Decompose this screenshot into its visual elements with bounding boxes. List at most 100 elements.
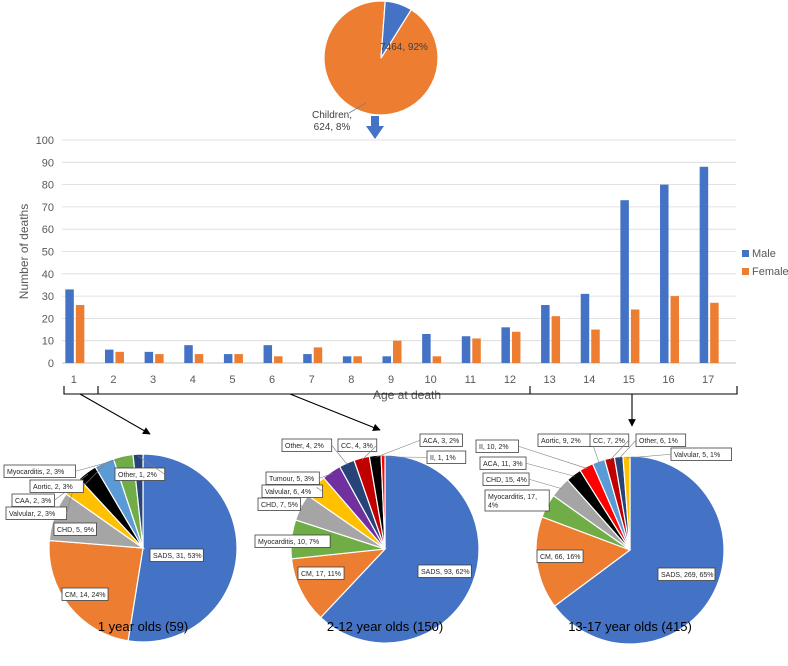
x-tick-label: 16: [662, 374, 674, 386]
y-axis-title: Number of deaths: [17, 204, 31, 299]
13-17-year-olds-slice-valvular: [622, 455, 631, 551]
13-17-year-olds-leader-ii: [518, 445, 588, 469]
1-year-olds-label-cm-text: CM, 14, 24%: [65, 592, 105, 599]
bracket-age-2-12: [98, 386, 531, 395]
bar-male-age-8: [342, 356, 352, 363]
1-year-olds-label-chd-text: CHD, 5, 9%: [57, 527, 94, 534]
2-12-year-olds-label-sads-box: [417, 564, 472, 578]
overall-label-children: Children, 624, 8%: [312, 110, 352, 133]
bracket-age-1: [63, 386, 99, 395]
1-year-olds-label-other-text: Other, 1, 2%: [118, 472, 157, 479]
y-tick-label: 60: [42, 224, 54, 236]
overall-label-adults: 7464, 92%: [380, 42, 428, 53]
legend-swatch-female: [742, 268, 749, 275]
1-year-olds-slice-sads: [127, 453, 238, 643]
bar-female-age-6: [274, 356, 283, 363]
13-17-year-olds-label-aca: ACA, 11, 3%: [479, 456, 527, 470]
x-tick-label: 7: [309, 374, 315, 386]
x-tick-label: 1: [71, 374, 77, 386]
legend-label-male: Male: [752, 248, 776, 260]
1-year-olds-title: 1 year olds (59): [98, 619, 188, 634]
13-17-year-olds-label-ii: II, 10, 2%: [475, 439, 519, 453]
2-12-year-olds-slice-sads: [319, 454, 480, 644]
x-tick-label: 17: [702, 374, 714, 386]
2-12-year-olds-label-chd: CHD, 7, 5%: [257, 497, 301, 511]
2-12-year-olds-leader-tumour: [319, 473, 333, 479]
y-tick-label: 80: [42, 180, 54, 192]
x-tick-label: 4: [190, 374, 196, 386]
bar-female-age-7: [313, 347, 323, 363]
2-12-year-olds-title: 2-12 year olds (150): [327, 619, 443, 634]
y-tick-label: 0: [48, 358, 54, 370]
bar-male-age-4: [184, 345, 193, 363]
13-17-year-olds-leader-other: [618, 440, 637, 459]
y-tick-label: 100: [36, 135, 54, 147]
1-year-olds-label-myocarditis: Myocarditis, 2, 3%: [3, 464, 76, 478]
2-12-year-olds-label-other: Other, 4, 2%: [281, 438, 333, 452]
bar-female-age-16: [670, 296, 680, 363]
bar-female-age-15: [630, 309, 640, 363]
x-axis-title: Age at death: [373, 388, 441, 402]
2-12-year-olds-label-ii-text: II, 1, 1%: [430, 455, 456, 462]
bar-female-age-3: [155, 354, 164, 363]
bar-female-age-9: [393, 340, 402, 363]
bar-male-age-7: [303, 354, 312, 363]
bar-female-age-14: [591, 329, 600, 363]
1-year-olds-label-myocarditis-text: Myocarditis, 2, 3%: [7, 469, 64, 476]
x-tick-label: 13: [543, 374, 555, 386]
x-tick-label: 10: [425, 374, 437, 386]
y-tick-label: 20: [42, 313, 54, 325]
1-year-olds-label-sads-text: SADS, 31, 53%: [153, 553, 202, 560]
13-17-year-olds-label-cm-box: [536, 549, 584, 563]
legend-swatch-male: [742, 250, 749, 257]
pie-13-17-year-olds: SADS, 269, 65% CM, 66, 16% Myocarditis, 17…: [475, 433, 732, 645]
overall-leader-line: [348, 102, 367, 114]
bar-male-age-2: [104, 349, 114, 363]
13-17-year-olds-label-sads: SADS, 269, 65%: [657, 567, 716, 581]
2-12-year-olds-label-valvular: Valvular, 6, 4%: [261, 484, 323, 498]
13-17-year-olds-label-myocarditis-text: Myocarditis, 17, 4%: [488, 494, 537, 510]
13-17-year-olds-label-sads-box: [657, 567, 716, 581]
arrow-to-pie-1: [79, 393, 151, 435]
2-12-year-olds-label-aca: ACA, 3, 2%: [419, 433, 463, 447]
y-tick-label: 70: [42, 202, 54, 214]
2-12-year-olds-label-valvular-text: Valvular, 6, 4%: [265, 489, 311, 496]
2-12-year-olds-label-sads-text: SADS, 93, 62%: [421, 569, 470, 576]
2-12-year-olds-label-cc: CC, 4, 3%: [337, 438, 378, 452]
13-17-year-olds-label-aortic: Aortic, 9, 2%: [537, 433, 592, 447]
13-17-year-olds-label-valvular: Valvular, 5, 1%: [670, 447, 732, 461]
13-17-year-olds-label-cm: CM, 66, 16%: [536, 549, 584, 563]
13-17-year-olds-slice-sads: [553, 455, 725, 645]
2-12-year-olds-label-myocarditis-text: Myocarditis, 10, 7%: [258, 539, 319, 546]
13-17-year-olds-label-valvular-text: Valvular, 5, 1%: [674, 452, 720, 459]
13-17-year-olds-label-cc: CC, 7, 2%: [589, 433, 630, 447]
13-17-year-olds-title: 13-17 year olds (415): [568, 619, 692, 634]
2-12-year-olds-label-tumour-text: Tumour, 5, 3%: [269, 476, 314, 483]
bar-male-age-11: [461, 336, 471, 363]
1-year-olds-label-chd-box: [53, 522, 97, 536]
y-tick-label: 40: [42, 269, 54, 281]
13-17-year-olds-label-aortic-text: Aortic, 9, 2%: [541, 438, 581, 445]
x-tick-label: 6: [269, 374, 275, 386]
1-year-olds-leader-aortic: [83, 464, 106, 487]
bar-male-age-9: [382, 356, 391, 363]
1-year-olds-label-aortic: Aortic, 2, 3%: [29, 479, 84, 493]
1-year-olds-label-chd: CHD, 5, 9%: [53, 522, 97, 536]
1-year-olds-label-valvular-text: Valvular, 2, 3%: [9, 511, 55, 518]
1-year-olds-label-sads-box: [149, 548, 204, 562]
x-tick-label: 9: [388, 374, 394, 386]
2-12-year-olds-leader-other: [331, 445, 348, 466]
2-12-year-olds-label-sads: SADS, 93, 62%: [417, 564, 472, 578]
1-year-olds-label-sads: SADS, 31, 53%: [149, 548, 204, 562]
13-17-year-olds-label-other: Other, 6, 1%: [635, 433, 687, 447]
x-tick-label: 11: [465, 374, 476, 386]
1-year-olds-label-caa-text: CAA, 2, 3%: [15, 498, 51, 505]
13-17-year-olds-label-chd: CHD, 15, 4%: [482, 472, 530, 486]
1-year-olds-leader-other: [137, 455, 165, 475]
bar-male-age-3: [144, 351, 154, 363]
x-tick-label: 14: [583, 374, 595, 386]
2-12-year-olds-label-cm-text: CM, 17, 11%: [301, 571, 341, 578]
bar-female-age-5: [234, 354, 243, 363]
